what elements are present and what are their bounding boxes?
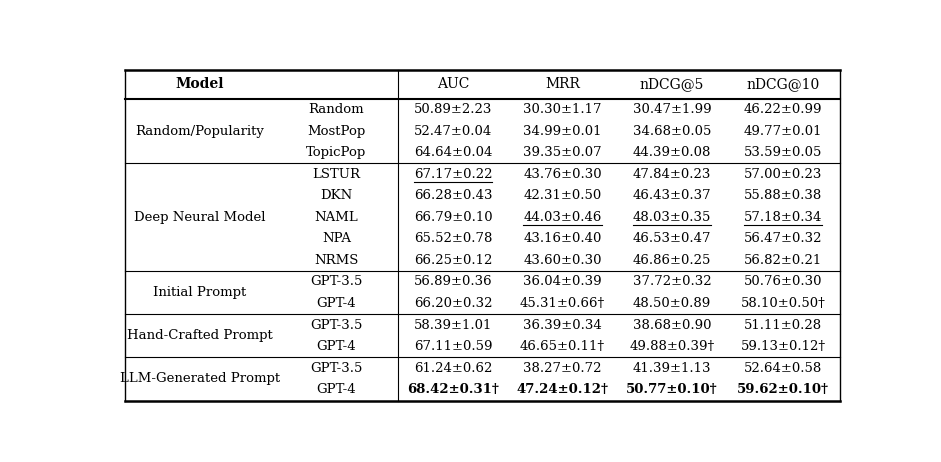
Text: GPT-4: GPT-4 bbox=[316, 297, 357, 310]
Text: 46.86±0.25: 46.86±0.25 bbox=[632, 254, 711, 267]
Text: GPT-3.5: GPT-3.5 bbox=[311, 362, 362, 375]
Text: 44.03±0.46: 44.03±0.46 bbox=[523, 211, 601, 224]
Text: 47.84±0.23: 47.84±0.23 bbox=[632, 168, 711, 181]
Text: 30.30±1.17: 30.30±1.17 bbox=[523, 103, 601, 116]
Text: 66.25±0.12: 66.25±0.12 bbox=[414, 254, 492, 267]
Text: GPT-3.5: GPT-3.5 bbox=[311, 275, 362, 288]
Text: 48.50±0.89: 48.50±0.89 bbox=[632, 297, 711, 310]
Text: NAML: NAML bbox=[314, 211, 359, 224]
Text: 50.77±0.10†: 50.77±0.10† bbox=[626, 383, 718, 396]
Text: GPT-4: GPT-4 bbox=[316, 383, 357, 396]
Text: 43.60±0.30: 43.60±0.30 bbox=[523, 254, 601, 267]
Text: 41.39±1.13: 41.39±1.13 bbox=[632, 362, 711, 375]
Text: 67.17±0.22: 67.17±0.22 bbox=[414, 168, 492, 181]
Text: LSTUR: LSTUR bbox=[312, 168, 360, 181]
Text: 44.39±0.08: 44.39±0.08 bbox=[632, 146, 711, 159]
Text: TopicPop: TopicPop bbox=[306, 146, 367, 159]
Text: 38.68±0.90: 38.68±0.90 bbox=[632, 319, 711, 332]
Text: LLM-Generated Prompt: LLM-Generated Prompt bbox=[120, 372, 279, 385]
Text: 67.11±0.59: 67.11±0.59 bbox=[414, 340, 492, 353]
Text: 50.76±0.30: 50.76±0.30 bbox=[743, 275, 822, 288]
Text: 56.47±0.32: 56.47±0.32 bbox=[743, 232, 822, 245]
Text: 30.47±1.99: 30.47±1.99 bbox=[632, 103, 711, 116]
Text: 52.64±0.58: 52.64±0.58 bbox=[744, 362, 822, 375]
Text: 47.24±0.12†: 47.24±0.12† bbox=[517, 383, 609, 396]
Text: GPT-4: GPT-4 bbox=[316, 340, 357, 353]
Text: 59.62±0.10†: 59.62±0.10† bbox=[737, 383, 829, 396]
Text: MostPop: MostPop bbox=[308, 125, 365, 138]
Text: 48.03±0.35: 48.03±0.35 bbox=[632, 211, 711, 224]
Text: 38.27±0.72: 38.27±0.72 bbox=[523, 362, 601, 375]
Text: 58.10±0.50†: 58.10±0.50† bbox=[741, 297, 825, 310]
Text: AUC: AUC bbox=[437, 77, 470, 91]
Text: 39.35±0.07: 39.35±0.07 bbox=[523, 146, 602, 159]
Text: 42.31±0.50: 42.31±0.50 bbox=[523, 189, 601, 202]
Text: Model: Model bbox=[175, 77, 224, 91]
Text: 57.00±0.23: 57.00±0.23 bbox=[744, 168, 822, 181]
Text: 46.43±0.37: 46.43±0.37 bbox=[632, 189, 711, 202]
Text: 49.77±0.01: 49.77±0.01 bbox=[743, 125, 822, 138]
Text: 66.79±0.10: 66.79±0.10 bbox=[414, 211, 492, 224]
Text: 57.18±0.34: 57.18±0.34 bbox=[744, 211, 822, 224]
Text: 55.88±0.38: 55.88±0.38 bbox=[744, 189, 822, 202]
Text: 66.28±0.43: 66.28±0.43 bbox=[414, 189, 492, 202]
Text: 34.68±0.05: 34.68±0.05 bbox=[632, 125, 711, 138]
Text: MRR: MRR bbox=[545, 77, 580, 91]
Text: 64.64±0.04: 64.64±0.04 bbox=[414, 146, 492, 159]
Text: 49.88±0.39†: 49.88±0.39† bbox=[630, 340, 714, 353]
Text: 56.82±0.21: 56.82±0.21 bbox=[744, 254, 822, 267]
Text: 52.47±0.04: 52.47±0.04 bbox=[414, 125, 492, 138]
Text: NRMS: NRMS bbox=[314, 254, 359, 267]
Text: 51.11±0.28: 51.11±0.28 bbox=[744, 319, 822, 332]
Text: 59.13±0.12†: 59.13±0.12† bbox=[741, 340, 825, 353]
Text: 50.89±2.23: 50.89±2.23 bbox=[414, 103, 492, 116]
Text: Initial Prompt: Initial Prompt bbox=[153, 286, 247, 299]
Text: 66.20±0.32: 66.20±0.32 bbox=[414, 297, 492, 310]
Text: Deep Neural Model: Deep Neural Model bbox=[134, 211, 265, 224]
Text: NPA: NPA bbox=[322, 232, 351, 245]
Text: 61.24±0.62: 61.24±0.62 bbox=[414, 362, 492, 375]
Text: 43.76±0.30: 43.76±0.30 bbox=[523, 168, 602, 181]
Text: Hand-Crafted Prompt: Hand-Crafted Prompt bbox=[127, 329, 273, 342]
Text: 46.22±0.99: 46.22±0.99 bbox=[743, 103, 822, 116]
Text: 58.39±1.01: 58.39±1.01 bbox=[414, 319, 492, 332]
Text: Random/Popularity: Random/Popularity bbox=[136, 125, 264, 138]
Text: DKN: DKN bbox=[320, 189, 353, 202]
Text: 46.53±0.47: 46.53±0.47 bbox=[632, 232, 711, 245]
Text: 43.16±0.40: 43.16±0.40 bbox=[523, 232, 601, 245]
Text: 68.42±0.31†: 68.42±0.31† bbox=[407, 383, 499, 396]
Text: GPT-3.5: GPT-3.5 bbox=[311, 319, 362, 332]
Text: nDCG@5: nDCG@5 bbox=[640, 77, 704, 91]
Text: 53.59±0.05: 53.59±0.05 bbox=[744, 146, 822, 159]
Text: 36.04±0.39: 36.04±0.39 bbox=[523, 275, 602, 288]
Text: 46.65±0.11†: 46.65±0.11† bbox=[520, 340, 605, 353]
Text: 56.89±0.36: 56.89±0.36 bbox=[414, 275, 492, 288]
Text: nDCG@10: nDCG@10 bbox=[746, 77, 820, 91]
Text: Random: Random bbox=[309, 103, 364, 116]
Text: 36.39±0.34: 36.39±0.34 bbox=[523, 319, 602, 332]
Text: 34.99±0.01: 34.99±0.01 bbox=[523, 125, 601, 138]
Text: 65.52±0.78: 65.52±0.78 bbox=[414, 232, 492, 245]
Text: 45.31±0.66†: 45.31±0.66† bbox=[519, 297, 605, 310]
Text: 37.72±0.32: 37.72±0.32 bbox=[632, 275, 711, 288]
